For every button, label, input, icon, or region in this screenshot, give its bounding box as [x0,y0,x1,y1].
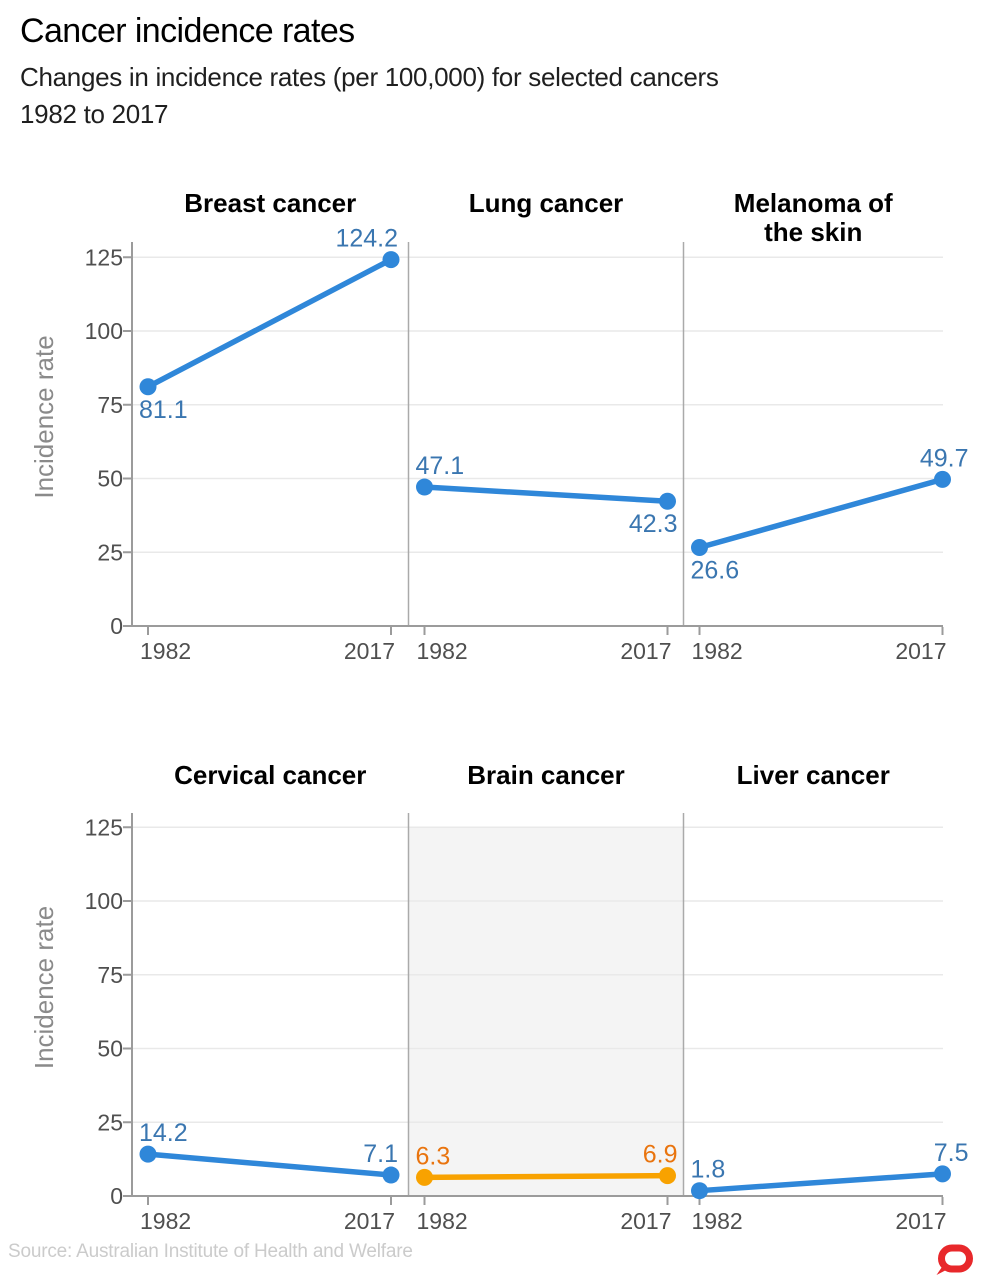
data-point [382,251,400,269]
x-tick-label: 1982 [692,638,743,664]
y-tick-label: 25 [97,539,123,565]
facet-row-1: 0 25 50 75 100 125 Incidence rate Breast cancer… [29,188,969,664]
value-label: 6.9 [643,1141,678,1169]
data-point [382,1166,400,1184]
facet-row-2: 0 25 50 75 100 125 Incidence rate Cervical canc… [29,760,969,1234]
header: Cancer incidence rates Changes in incide… [20,12,719,133]
value-label: 14.2 [139,1119,188,1147]
y-tick-label: 100 [85,318,123,344]
data-point [416,1168,433,1186]
data-point [659,492,676,510]
data-point [691,539,708,557]
trend-line [145,1151,394,1178]
facet-title: the skin [764,217,862,247]
y-tick-label: 50 [97,1036,123,1062]
x-tick-label: 1982 [140,1208,191,1234]
facet-title: Brain cancer [467,760,625,790]
x-tick-label: 1982 [417,638,468,664]
source-credit: Source: Australian Institute of Health a… [8,1241,413,1262]
value-label: 124.2 [335,225,398,253]
x-tick-label: 2017 [620,1208,671,1234]
data-point [934,1165,951,1183]
trend-line [696,476,946,551]
x-tick-label: 1982 [140,638,191,664]
y-tick-label: 0 [110,613,123,639]
x-tick-label: 2017 [895,1208,946,1234]
data-point [416,478,433,496]
data-point [139,1145,157,1163]
y-tick-label: 75 [97,962,123,988]
x-tick-label: 2017 [344,1208,395,1234]
facet-title: Cervical cancer [174,760,366,790]
value-label: 7.1 [363,1140,398,1168]
data-point [934,470,951,488]
y-tick-label: 25 [97,1109,123,1135]
data-point [139,378,157,396]
x-tick-label: 2017 [895,638,946,664]
value-label: 7.5 [934,1139,969,1167]
data-point [691,1182,708,1200]
trend-line [145,256,394,390]
value-label: 42.3 [629,510,678,538]
y-tick-label: 125 [85,814,123,840]
facet-title: Melanoma of [734,188,893,218]
y-tick-label: 75 [97,392,123,418]
trend-line [421,1172,671,1181]
page-subtitle-line1: Changes in incidence rates (per 100,000)… [20,62,719,92]
y-tick-label: 100 [85,888,123,914]
page-subtitle-line2: 1982 to 2017 [20,99,169,129]
x-tick-label: 2017 [620,638,671,664]
facet-title: Lung cancer [469,188,624,218]
y-axis-title: Incidence rate [29,906,59,1069]
value-label: 81.1 [139,396,188,424]
value-label: 47.1 [416,452,465,480]
y-tick-label: 125 [85,244,123,270]
facet-title: Breast cancer [184,188,356,218]
facet-title: Liver cancer [737,760,890,790]
logo-ring [938,1244,973,1273]
highlighted-panel-background [408,827,684,1196]
trend-line [696,1171,946,1194]
x-tick-label: 1982 [417,1208,468,1234]
trend-line [421,484,671,504]
page-title: Cancer incidence rates [20,12,355,50]
x-tick-label: 2017 [344,638,395,664]
x-tick-label: 1982 [692,1208,743,1234]
value-label: 1.8 [691,1156,726,1184]
y-tick-label: 0 [110,1183,123,1209]
data-point [659,1167,676,1185]
the-conversation-logo [936,1244,973,1275]
value-label: 49.7 [920,444,969,472]
value-label: 6.3 [416,1142,451,1170]
y-tick-label: 50 [97,466,123,492]
value-label: 26.6 [691,557,740,585]
y-axis-title: Incidence rate [29,335,59,498]
